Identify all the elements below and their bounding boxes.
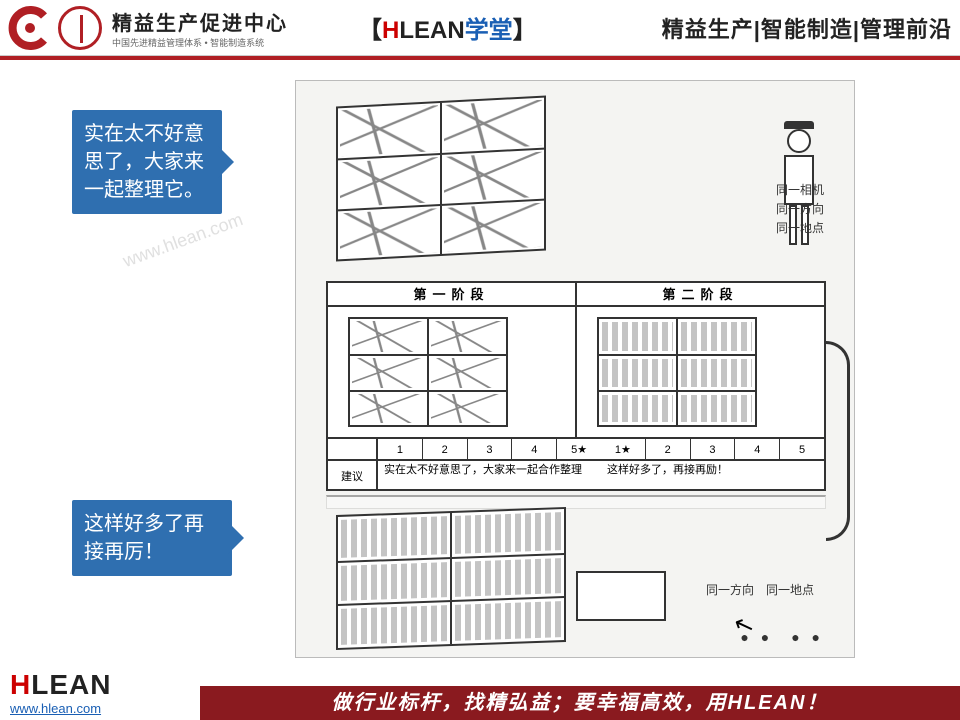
center-school: 学堂 — [465, 17, 513, 44]
org-subtitle: 中国先进精益管理体系 • 智能制造系统 — [112, 36, 288, 49]
footer-logo-block: HLEAN www.hlean.com — [0, 665, 200, 720]
stage-header: 第一阶段 第二阶段 — [328, 283, 824, 307]
rating-cell: 5★ — [556, 439, 601, 459]
bracket-open: 【 — [358, 17, 382, 44]
header-center: 【HLEAN学堂】 — [358, 10, 537, 45]
annot-line: 同一相机 — [776, 181, 824, 200]
org-logo-block: 精益生产促进中心 中国先进精益管理体系 • 智能制造系统 — [8, 6, 338, 50]
comment-label: 建议 — [328, 461, 378, 491]
shelf-tidy — [336, 507, 566, 650]
center-lean: LEAN — [399, 17, 464, 44]
footprints-icon: ● ● ● ● — [740, 627, 824, 647]
ghost-panel — [326, 495, 826, 509]
comparison-table: 第一阶段 第二阶段 — [326, 281, 826, 491]
org-text: 精益生产促进中心 中国先进精益管理体系 • 智能制造系统 — [112, 7, 288, 49]
rating-cell: 2 — [422, 439, 467, 459]
center-h: H — [382, 17, 399, 44]
rating-row: 1 2 3 4 5★ 1★ 2 3 4 5 — [328, 437, 824, 459]
bracket-close: 】 — [513, 17, 537, 44]
rating-cell: 4 — [734, 439, 779, 459]
logo-cl-icon — [58, 6, 102, 50]
annot-line: 同一地点 — [776, 219, 824, 238]
comment-row: 建议 实在太不好意思了，大家来一起合作整理 这样好多了，再接再励！ — [328, 459, 824, 491]
rating-cell: 3 — [690, 439, 735, 459]
stage2-label: 第二阶段 — [577, 283, 824, 305]
rating-cell: 3 — [467, 439, 512, 459]
rating-cell: 2 — [645, 439, 690, 459]
flow-loop-icon — [826, 341, 850, 541]
mini-shelf-messy — [348, 317, 508, 427]
shelf-messy — [336, 95, 546, 261]
annotation-bottom: 同一方向 同一地点 — [706, 581, 814, 600]
callout-after: 这样好多了再接再厉！ — [72, 500, 232, 576]
hlean-logo: HLEAN — [10, 669, 190, 701]
footer: HLEAN www.hlean.com 做行业标杆，找精弘益；要幸福高效，用HL… — [0, 658, 960, 720]
footer-url[interactable]: www.hlean.com — [10, 701, 190, 716]
stage1-label: 第一阶段 — [328, 283, 577, 305]
annotation-camera: 同一相机 同一方向 同一地点 — [776, 181, 824, 239]
mini-shelf-tidy — [597, 317, 757, 427]
rating-label — [328, 439, 378, 459]
illustration-panel: 同一相机 同一方向 同一地点 第一阶段 第二阶段 — [295, 80, 855, 658]
stage2-cell — [577, 307, 824, 437]
comment1: 实在太不好意思了，大家来一起合作整理 — [378, 461, 601, 491]
rating-cell: 1 — [378, 439, 422, 459]
footer-slogan: 做行业标杆，找精弘益；要幸福高效，用HLEAN！ — [200, 686, 960, 720]
stage-body — [328, 307, 824, 437]
rating-cell: 1★ — [601, 439, 645, 459]
annot-line: 同一方向 — [776, 200, 824, 219]
content-area: 实在太不好意思了，大家来一起整理它。 www.hlean.com 这样好多了再接… — [0, 60, 960, 658]
header-right: 精益生产|智能制造|管理前沿 — [662, 12, 952, 44]
header: 精益生产促进中心 中国先进精益管理体系 • 智能制造系统 【HLEAN学堂】 精… — [0, 0, 960, 56]
callout-before: 实在太不好意思了，大家来一起整理它。 — [72, 110, 222, 214]
comment2: 这样好多了，再接再励！ — [601, 461, 824, 491]
logo-c-icon — [8, 6, 52, 50]
rating-cell: 4 — [511, 439, 556, 459]
rating-cell: 5 — [779, 439, 824, 459]
cart-icon — [576, 571, 666, 621]
logo-rest: LEAN — [31, 669, 111, 700]
logo-h: H — [10, 669, 31, 700]
watermark: www.hlean.com — [120, 209, 246, 272]
org-title: 精益生产促进中心 — [112, 7, 288, 36]
stage1-cell — [328, 307, 577, 437]
